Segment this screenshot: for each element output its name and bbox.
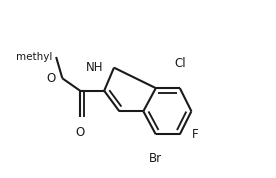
- Text: F: F: [192, 128, 199, 141]
- Text: Br: Br: [149, 152, 162, 165]
- Text: O: O: [76, 126, 85, 139]
- Text: Cl: Cl: [174, 57, 186, 70]
- Text: NH: NH: [86, 61, 103, 74]
- Text: O: O: [46, 72, 55, 85]
- Text: methyl: methyl: [16, 52, 52, 62]
